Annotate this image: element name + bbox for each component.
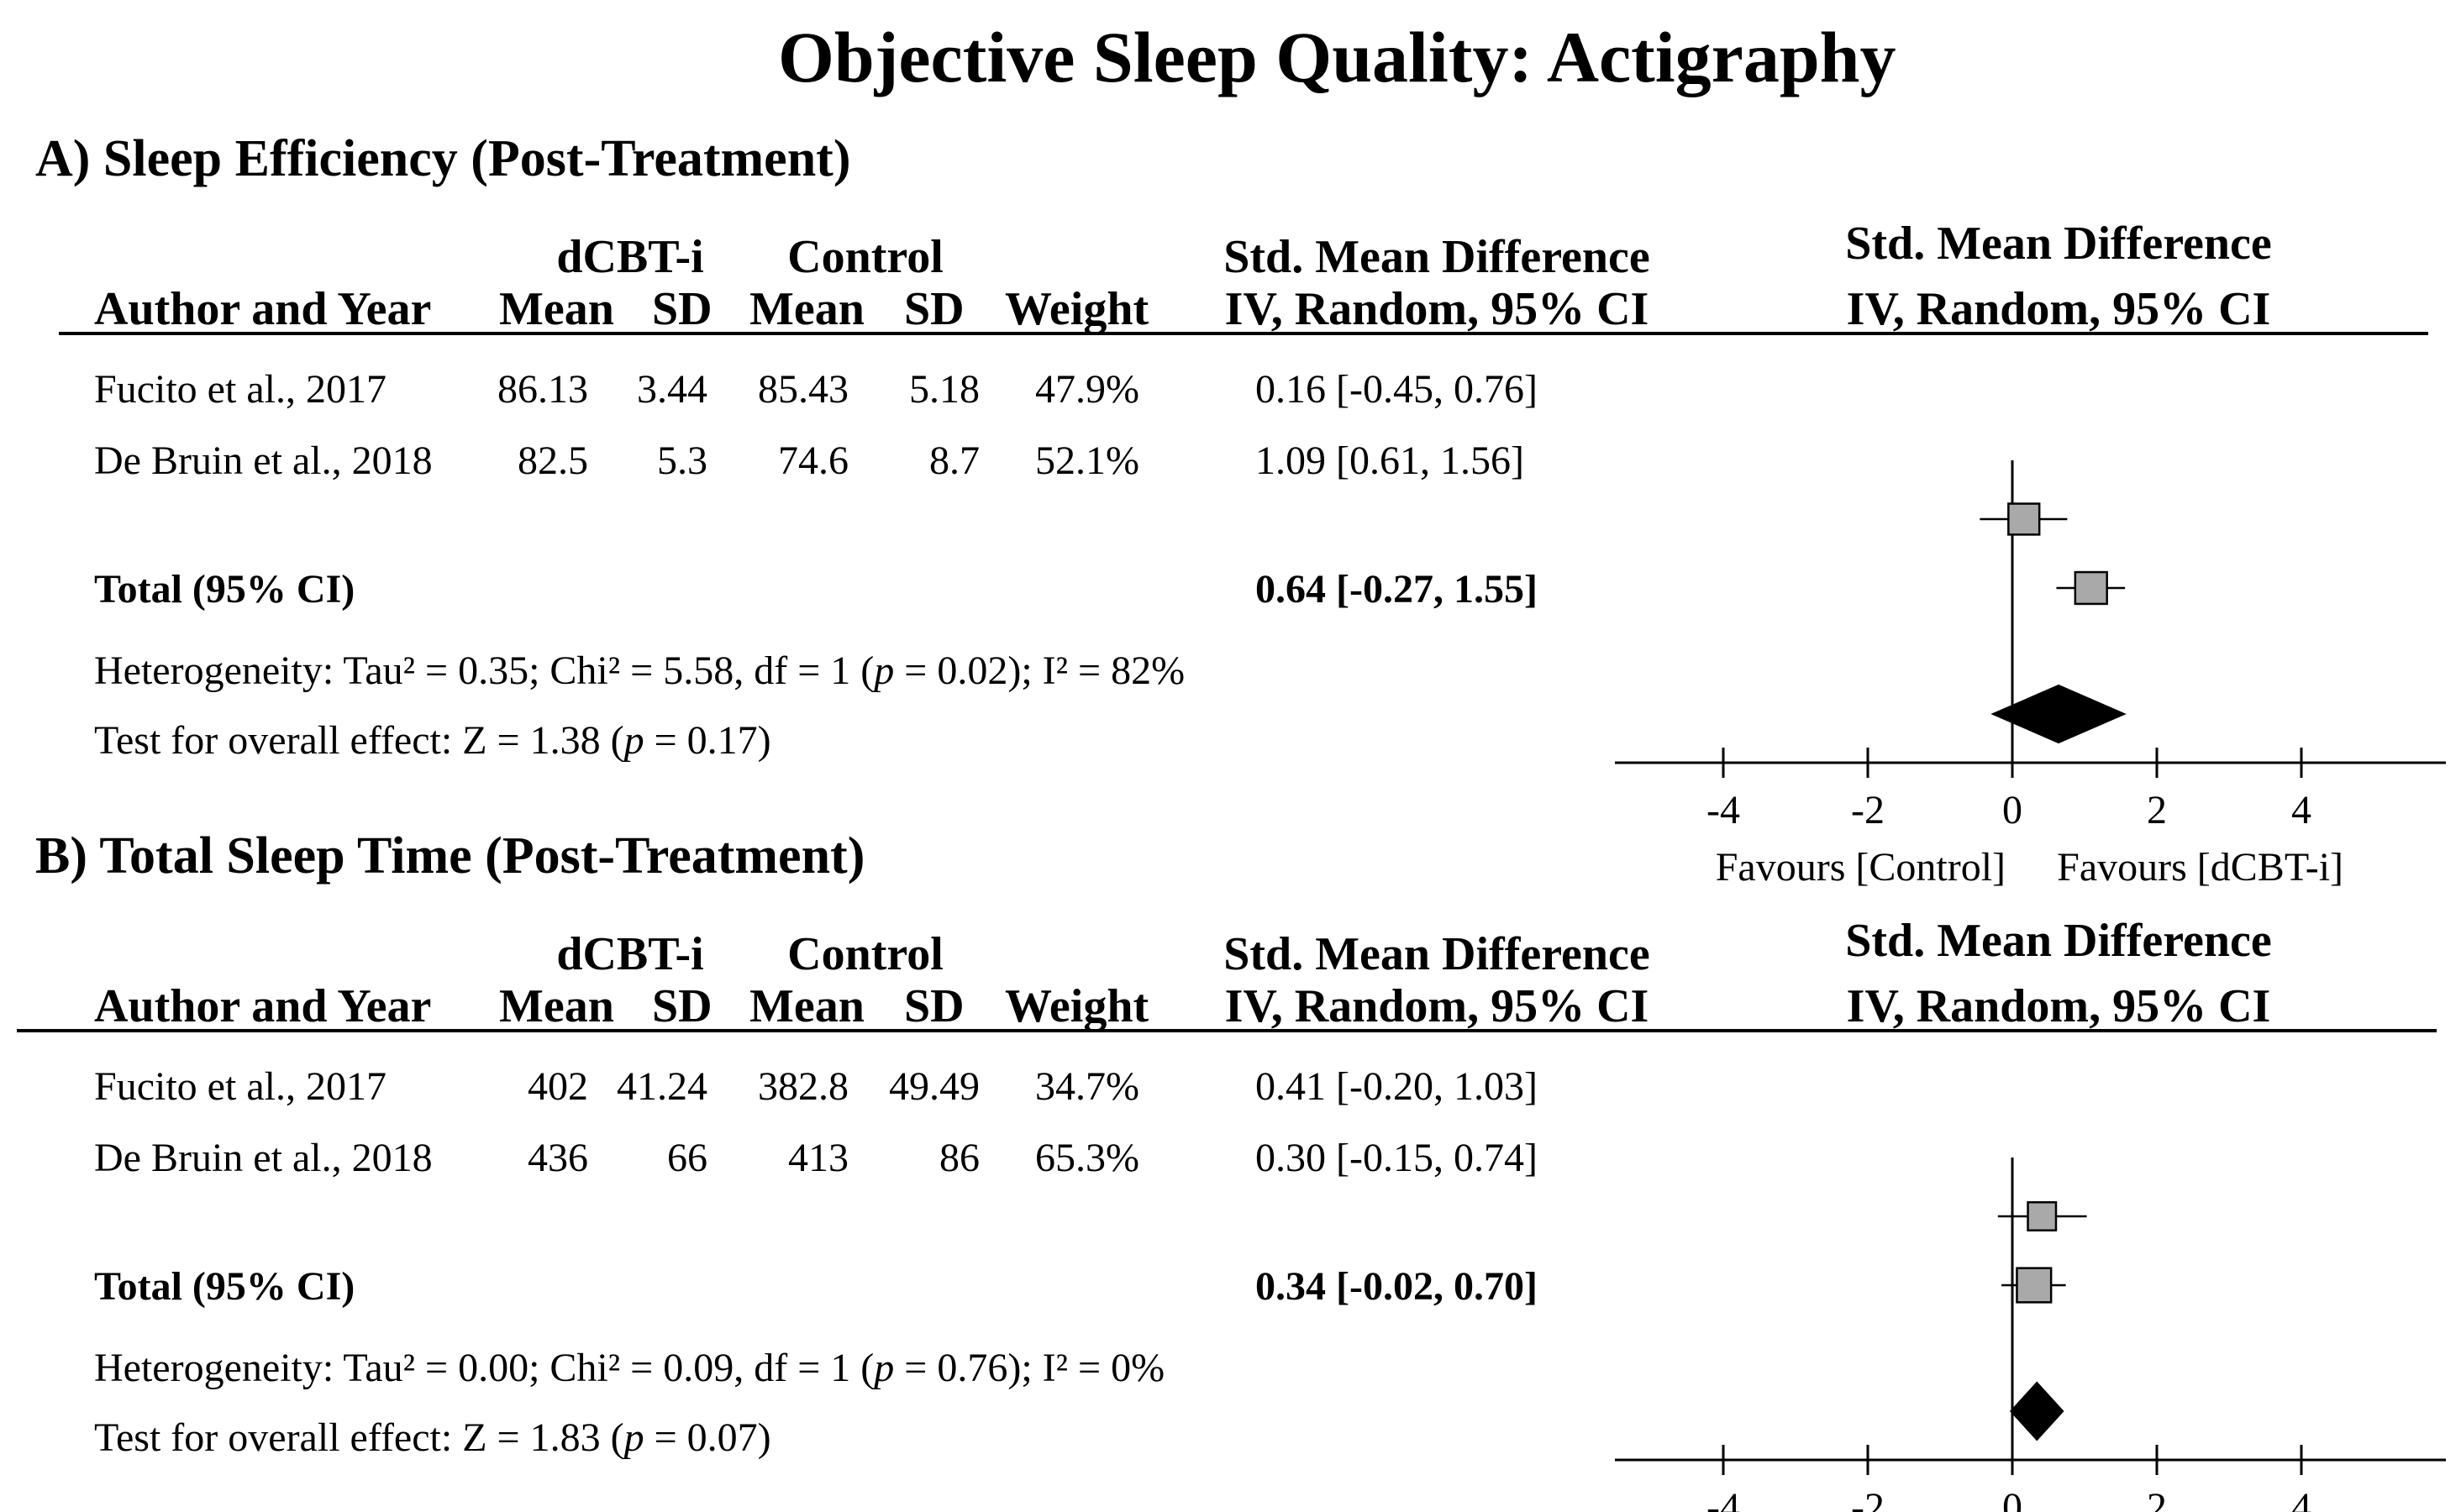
header-plot-line1: Std. Mean Difference bbox=[1845, 915, 2272, 967]
overall-effect-text: Test for overall effect: Z = 1.38 (p = 0… bbox=[94, 718, 771, 763]
header-sd-control: SD bbox=[904, 980, 965, 1032]
study-sd-dcbti: 3.44 bbox=[637, 367, 707, 412]
study-sd-control: 49.49 bbox=[889, 1064, 980, 1109]
header-author-year: Author and Year bbox=[94, 283, 432, 335]
panel-title: B) Total Sleep Time (Post-Treatment) bbox=[35, 827, 865, 885]
study-weight: 52.1% bbox=[1035, 438, 1139, 483]
header-mean-dcbti: Mean bbox=[499, 980, 614, 1032]
heterogeneity-text: Heterogeneity: Tau² = 0.35; Chi² = 5.58,… bbox=[94, 648, 1186, 693]
study-point-square bbox=[2074, 570, 2108, 606]
study-ci: 0.41 [-0.20, 1.03] bbox=[1255, 1064, 1538, 1109]
header-group-dcbti: dCBT-i bbox=[556, 231, 704, 283]
x-tick-label: 0 bbox=[2002, 788, 2022, 832]
favours-dcbti-label: Favours [dCBT-i] bbox=[2057, 845, 2343, 890]
favours-control-label: Favours [Control] bbox=[1716, 845, 2006, 890]
study-author: Fucito et al., 2017 bbox=[94, 1064, 387, 1109]
study-point-square bbox=[2007, 502, 2041, 536]
study-point-square bbox=[2027, 1201, 2058, 1231]
x-tick-label: 4 bbox=[2291, 788, 2311, 832]
study-mean-dcbti: 402 bbox=[528, 1064, 588, 1109]
forest-plot: -4 -2 0 2 4 Favours [Control] Favours [dCBT-i] bbox=[1615, 460, 2446, 890]
x-tick-label: -2 bbox=[1851, 788, 1885, 832]
header-group-control: Control bbox=[787, 231, 944, 283]
study-mean-control: 382.8 bbox=[758, 1064, 849, 1109]
study-ci: 0.16 [-0.45, 0.76] bbox=[1255, 367, 1538, 412]
study-mean-control: 85.43 bbox=[758, 367, 849, 412]
study-sd-dcbti: 41.24 bbox=[617, 1064, 707, 1109]
pooled-estimate-diamond bbox=[2009, 1381, 2064, 1441]
study-mean-control: 413 bbox=[788, 1136, 849, 1180]
panel-sleep-efficiency: A) Sleep Efficiency (Post-Treatment) dCB… bbox=[0, 126, 2461, 890]
total-ci: 0.34 [-0.02, 0.70] bbox=[1255, 1264, 1538, 1309]
pooled-estimate-diamond bbox=[1990, 684, 2127, 744]
x-tick-label: 2 bbox=[2147, 788, 2167, 832]
x-tick-label: -4 bbox=[1706, 1485, 1740, 1512]
study-sd-control: 5.18 bbox=[909, 367, 980, 412]
header-weight: Weight bbox=[1005, 283, 1149, 335]
header-plot-line1: Std. Mean Difference bbox=[1845, 218, 2272, 270]
panel-title: A) Sleep Efficiency (Post-Treatment) bbox=[35, 130, 851, 187]
study-ci: 1.09 [0.61, 1.56] bbox=[1255, 438, 1524, 483]
study-weight: 47.9% bbox=[1035, 367, 1139, 412]
study-sd-control: 8.7 bbox=[929, 438, 980, 483]
x-tick-label: 2 bbox=[2147, 1485, 2167, 1512]
study-weight: 65.3% bbox=[1035, 1136, 1139, 1180]
study-point-square bbox=[2016, 1267, 2053, 1304]
study-ci: 0.30 [-0.15, 0.74] bbox=[1255, 1136, 1538, 1180]
study-author: Fucito et al., 2017 bbox=[94, 367, 387, 412]
study-sd-control: 86 bbox=[939, 1136, 980, 1180]
total-ci: 0.64 [-0.27, 1.55] bbox=[1255, 567, 1538, 612]
study-weight: 34.7% bbox=[1035, 1064, 1139, 1109]
header-group-dcbti: dCBT-i bbox=[556, 928, 704, 980]
header-mean-control: Mean bbox=[749, 980, 865, 1032]
study-author: De Bruin et al., 2018 bbox=[94, 1136, 433, 1180]
total-label: Total (95% CI) bbox=[94, 567, 355, 612]
panel-total-sleep-time: B) Total Sleep Time (Post-Treatment) dCB… bbox=[0, 823, 2461, 1512]
header-sd-dcbti: SD bbox=[652, 980, 713, 1032]
heterogeneity-text: Heterogeneity: Tau² = 0.00; Chi² = 0.09,… bbox=[94, 1346, 1165, 1390]
header-sd-dcbti: SD bbox=[652, 283, 713, 335]
figure-title: Objective Sleep Quality: Actigraphy bbox=[778, 17, 1896, 97]
header-sd-control: SD bbox=[904, 283, 965, 335]
header-smd-line2: IV, Random, 95% CI bbox=[1224, 283, 1649, 335]
header-smd-line2: IV, Random, 95% CI bbox=[1224, 980, 1649, 1032]
x-tick-label: 4 bbox=[2291, 1485, 2311, 1512]
header-plot-line2: IV, Random, 95% CI bbox=[1846, 980, 2271, 1032]
study-sd-dcbti: 5.3 bbox=[657, 438, 707, 483]
header-mean-dcbti: Mean bbox=[499, 283, 614, 335]
study-sd-dcbti: 66 bbox=[667, 1136, 707, 1180]
x-tick-label: 0 bbox=[2002, 1485, 2022, 1512]
header-weight: Weight bbox=[1005, 980, 1149, 1032]
study-mean-dcbti: 86.13 bbox=[497, 367, 588, 412]
header-group-control: Control bbox=[787, 928, 944, 980]
header-plot-line2: IV, Random, 95% CI bbox=[1846, 283, 2271, 335]
header-rule bbox=[17, 1029, 2437, 1032]
overall-effect-text: Test for overall effect: Z = 1.83 (p = 0… bbox=[94, 1415, 771, 1460]
x-tick-label: -2 bbox=[1851, 1485, 1885, 1512]
study-mean-control: 74.6 bbox=[778, 438, 849, 483]
header-rule bbox=[59, 332, 2428, 335]
study-mean-dcbti: 82.5 bbox=[518, 438, 588, 483]
header-mean-control: Mean bbox=[749, 283, 865, 335]
header-smd-line1: Std. Mean Difference bbox=[1223, 928, 1650, 980]
study-mean-dcbti: 436 bbox=[528, 1136, 588, 1180]
study-author: De Bruin et al., 2018 bbox=[94, 438, 433, 483]
total-label: Total (95% CI) bbox=[94, 1264, 355, 1309]
header-author-year: Author and Year bbox=[94, 980, 432, 1032]
header-smd-line1: Std. Mean Difference bbox=[1223, 231, 1650, 283]
x-tick-label: -4 bbox=[1706, 788, 1740, 832]
